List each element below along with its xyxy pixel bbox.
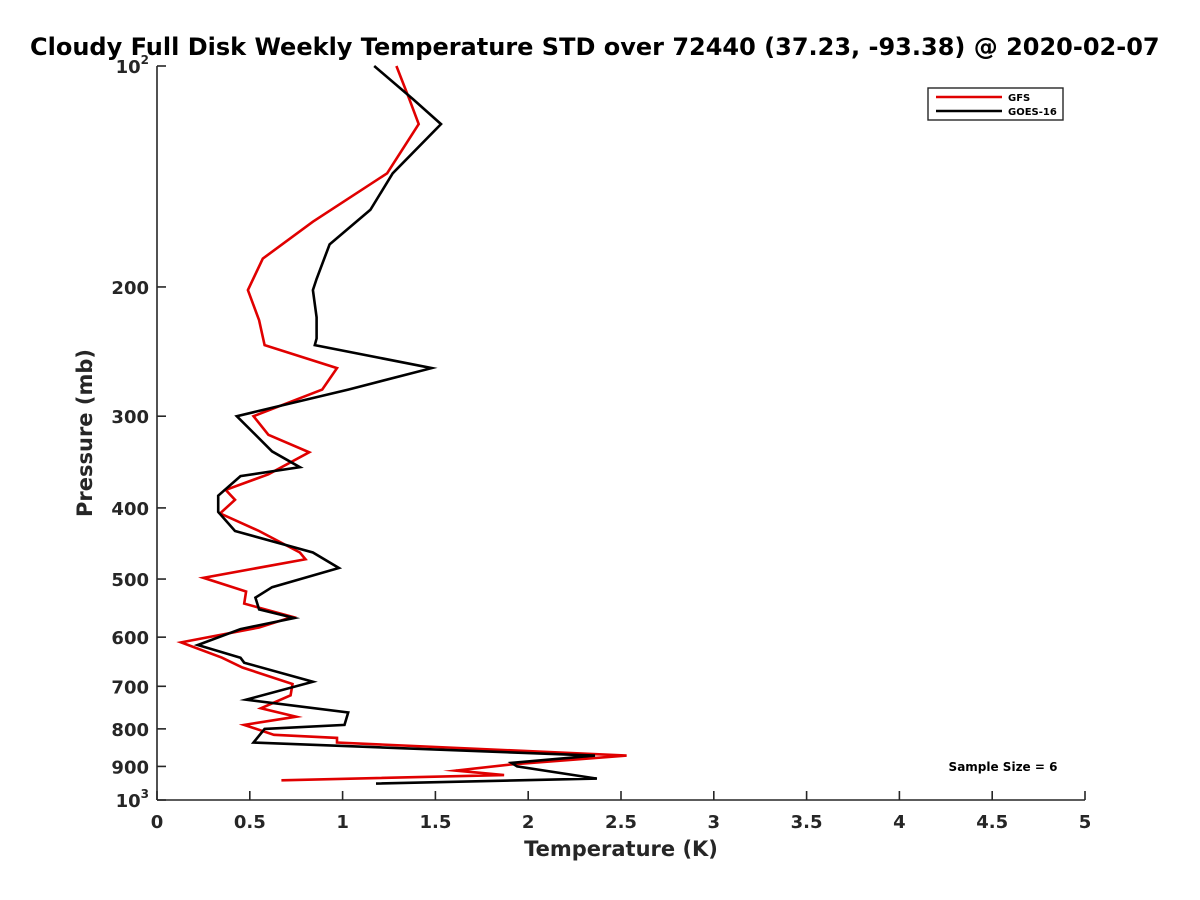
legend-box [927, 87, 1064, 121]
x-tick-label: 1.5 [419, 812, 451, 833]
x-axis-ticks: 0 0.5 1 1.5 2 2.5 3 3.5 4 4.5 5 [151, 791, 1092, 833]
y-tick-label: 900 [111, 757, 149, 778]
y-axis-label: Pressure (mb) [73, 349, 97, 517]
y-tick-label: 800 [111, 720, 149, 741]
y-tick-exponent: 2 [141, 53, 149, 67]
y-tick-label: 600 [111, 628, 149, 649]
x-tick-label: 0.5 [234, 812, 266, 833]
y-tick-label: 400 [111, 499, 149, 520]
legend-label-gfs: GFS [1008, 93, 1030, 104]
x-tick-label: 3.5 [791, 812, 823, 833]
x-tick-label: 2.5 [605, 812, 637, 833]
legend-label-goes-16: GOES-16 [1008, 107, 1057, 118]
x-tick-label: 2 [522, 812, 535, 833]
y-tick-base: 10 [116, 791, 141, 812]
y-tick-base: 10 [116, 57, 141, 78]
x-tick-label: 1 [336, 812, 349, 833]
y-tick-label: 500 [111, 570, 149, 591]
series-line-goes-16 [193, 65, 598, 785]
x-axis-label: Temperature (K) [524, 837, 718, 861]
x-tick-label: 4 [893, 812, 906, 833]
y-tick-label: 200 [111, 278, 149, 299]
legend: GFS GOES-16 [927, 87, 1064, 121]
y-tick-exponent: 3 [141, 787, 149, 801]
y-tick-label: 102 [116, 53, 149, 78]
x-tick-label: 3 [708, 812, 721, 833]
y-tick-label: 300 [111, 407, 149, 428]
series-line-gfs [176, 65, 627, 782]
series-layer [176, 65, 627, 785]
x-tick-label: 4.5 [976, 812, 1008, 833]
x-tick-label: 5 [1079, 812, 1092, 833]
y-tick-label: 700 [111, 677, 149, 698]
x-tick-label: 0 [151, 812, 164, 833]
y-tick-label: 103 [116, 787, 149, 812]
chart-title: Cloudy Full Disk Weekly Temperature STD … [30, 33, 1160, 61]
sample-size-annotation: Sample Size = 6 [949, 760, 1058, 774]
